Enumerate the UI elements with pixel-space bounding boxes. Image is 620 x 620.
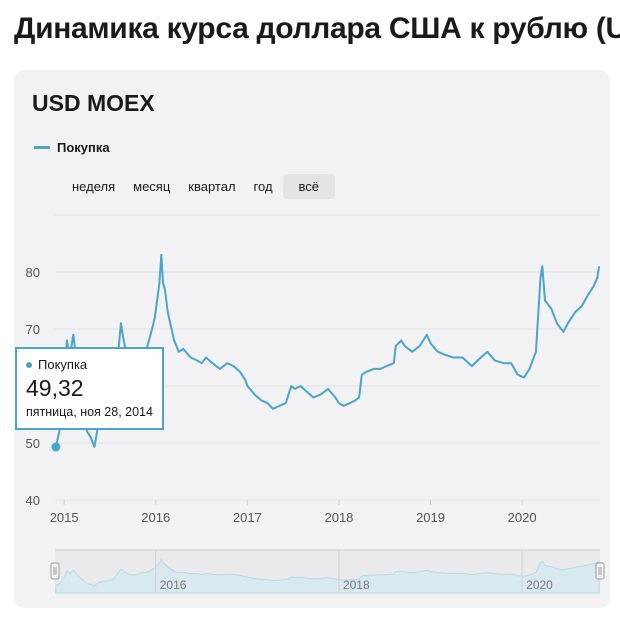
hover-point-marker <box>51 442 61 452</box>
tooltip-date: пятница, ноя 28, 2014 <box>26 405 153 419</box>
period-year-button[interactable]: год <box>253 179 273 194</box>
x-tick-label: 2019 <box>416 510 445 525</box>
period-selector: неделя месяц квартал год всё <box>64 174 337 199</box>
chart-tooltip: Покупка 49,32 пятница, ноя 28, 2014 <box>15 347 164 430</box>
x-tick-label: 2017 <box>233 510 262 525</box>
legend-label: Покупка <box>57 140 110 155</box>
period-month-button[interactable]: месяц <box>133 179 171 194</box>
page-title: Динамика курса доллара США к рублю (U <box>14 12 620 45</box>
x-tick-label: 2020 <box>508 510 537 525</box>
chart-title: USD MOEX <box>32 90 155 116</box>
navigator-tick-label: 2018 <box>343 578 370 592</box>
x-tick-label: 2018 <box>324 510 353 525</box>
x-tick-label: 2016 <box>141 510 170 525</box>
series-dot-icon <box>26 361 32 368</box>
legend-line-icon <box>34 146 50 149</box>
y-tick-label: 80 <box>26 265 40 280</box>
navigator-left-handle[interactable] <box>50 562 60 580</box>
tooltip-series-label: Покупка <box>38 357 88 372</box>
chart-card: USD MOEX Покупка неделя месяц квартал го… <box>14 70 610 608</box>
navigator-tick-label: 2016 <box>160 578 187 592</box>
chart-legend[interactable]: Покупка <box>34 140 110 155</box>
period-all-button[interactable]: всё <box>282 174 336 199</box>
navigator-area <box>55 558 600 594</box>
tooltip-series: Покупка <box>26 357 153 372</box>
y-tick-label: 40 <box>26 493 40 508</box>
period-week-button[interactable]: неделя <box>72 179 116 194</box>
x-tick-label: 2015 <box>50 510 79 525</box>
tooltip-value: 49,32 <box>26 375 84 401</box>
navigator-right-handle[interactable] <box>595 562 605 580</box>
y-tick-label: 70 <box>26 322 40 337</box>
navigator-tick-label: 2020 <box>526 578 553 592</box>
y-tick-label: 50 <box>26 436 40 451</box>
period-quarter-button[interactable]: квартал <box>188 179 236 194</box>
